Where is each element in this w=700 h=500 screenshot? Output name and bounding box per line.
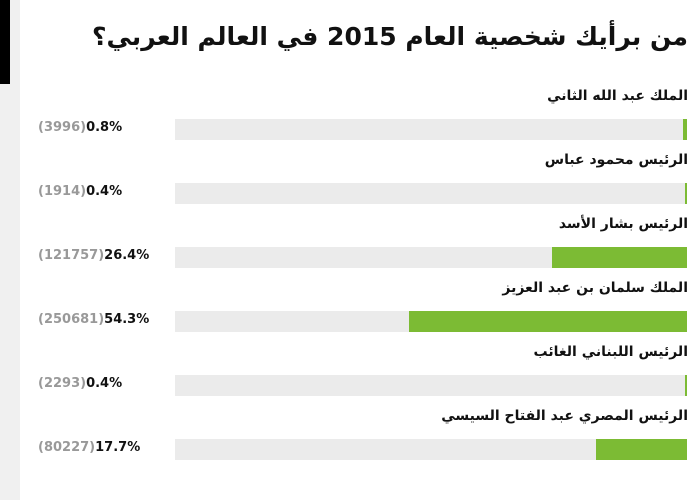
vote-count: (1914) — [38, 184, 87, 199]
poll-option-2: الرئيس محمود عباس (1914)0.4% — [20, 152, 700, 216]
left-edge-strip — [0, 0, 10, 84]
result-bar-track — [175, 247, 687, 268]
option-stats: (3996)0.8% — [38, 120, 122, 135]
option-label: الملك عبد الله الثاني — [547, 88, 688, 104]
poll-option-1: الملك عبد الله الثاني (3996)0.8% — [20, 88, 700, 152]
option-label: الرئيس اللبناني الغائب — [533, 344, 688, 360]
vote-count: (3996) — [38, 120, 87, 135]
option-stats: (1914)0.4% — [38, 184, 122, 199]
result-bar-track — [175, 311, 687, 332]
result-bar-track — [175, 183, 687, 204]
vote-percent: 17.7% — [95, 440, 141, 455]
vote-count: (250681) — [38, 312, 105, 327]
vote-percent: 54.3% — [104, 312, 150, 327]
result-bar-fill — [682, 119, 687, 140]
option-stats: (2293)0.4% — [38, 376, 122, 391]
option-label: الملك سلمان بن عبد العزيز — [502, 280, 688, 296]
option-stats: (121757)26.4% — [38, 248, 149, 263]
poll-option-6: الرئيس المصري عبد الفتاح السيسي (80227)1… — [20, 408, 700, 472]
poll-option-3: الرئيس بشار الأسد (121757)26.4% — [20, 216, 700, 280]
poll-option-5: الرئيس اللبناني الغائب (2293)0.4% — [20, 344, 700, 408]
option-stats: (250681)54.3% — [38, 312, 149, 327]
result-bar-track — [175, 375, 687, 396]
result-bar-fill — [684, 375, 687, 396]
result-bar-fill — [596, 439, 687, 460]
result-bar-track — [175, 119, 687, 140]
vote-percent: 0.4% — [86, 376, 123, 391]
option-label: الرئيس محمود عباس — [544, 152, 688, 168]
result-bar-fill — [551, 247, 687, 268]
poll-panel: من برأيك شخصية العام 2015 في العالم العر… — [20, 0, 700, 500]
vote-count: (80227) — [38, 440, 96, 455]
vote-percent: 0.8% — [86, 120, 123, 135]
vote-percent: 26.4% — [104, 248, 150, 263]
poll-option-4: الملك سلمان بن عبد العزيز (250681)54.3% — [20, 280, 700, 344]
result-bar-fill — [684, 183, 687, 204]
vote-percent: 0.4% — [86, 184, 123, 199]
option-label: الرئيس المصري عبد الفتاح السيسي — [441, 408, 688, 424]
poll-title: من برأيك شخصية العام 2015 في العالم العر… — [92, 22, 688, 51]
vote-count: (121757) — [38, 248, 105, 263]
result-bar-fill — [408, 311, 687, 332]
option-stats: (80227)17.7% — [38, 440, 140, 455]
option-label: الرئيس بشار الأسد — [558, 216, 688, 232]
vote-count: (2293) — [38, 376, 87, 391]
result-bar-track — [175, 439, 687, 460]
